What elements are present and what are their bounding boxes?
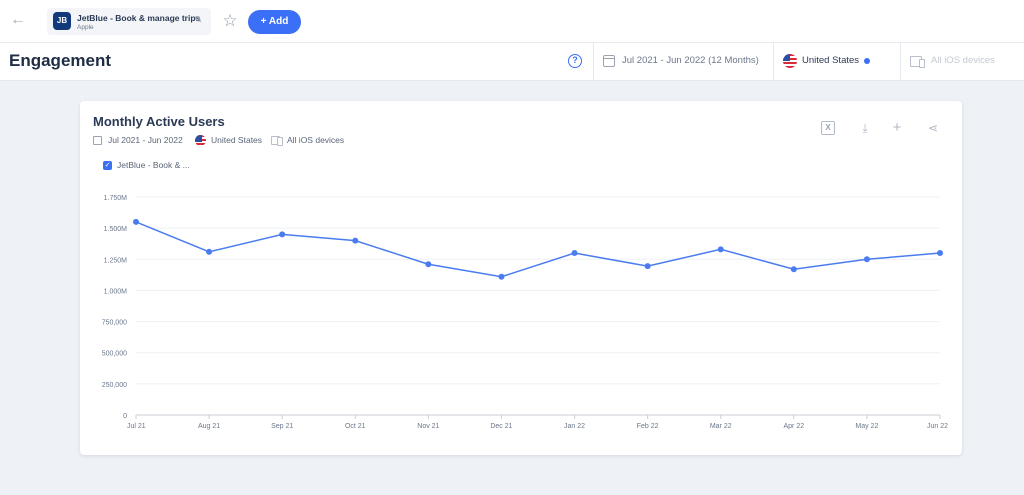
y-tick-label: 1.250M: [104, 257, 128, 264]
data-point: [571, 250, 578, 257]
devices-icon: [271, 136, 283, 146]
y-tick-label: 750,000: [102, 320, 127, 327]
data-point: [863, 256, 870, 263]
data-point: [644, 263, 651, 270]
data-point: [133, 218, 139, 225]
add-icon[interactable]: +: [892, 119, 902, 136]
back-arrow-icon[interactable]: ←: [10, 11, 26, 28]
data-point: [498, 273, 505, 280]
page-header: Engagement ? Jul 2021 - Jun 2022 (12 Mon…: [0, 43, 1024, 106]
app-selector-chip[interactable]: JB JetBlue - Book & manage trips Apple ✎: [47, 8, 211, 35]
y-tick-label: 0: [123, 413, 127, 420]
data-point: [937, 250, 943, 257]
meta-devices: All iOS devices: [287, 135, 345, 145]
add-button[interactable]: + Add: [248, 10, 301, 34]
top-bar: ← JB JetBlue - Book & manage trips Apple…: [0, 0, 1024, 43]
add-button-label: Add: [268, 16, 289, 27]
y-tick-label: 1.750M: [104, 195, 128, 202]
x-tick-label: May 22: [855, 423, 878, 430]
data-point: [279, 231, 286, 238]
mau-line-chart: 0 250,000 500,000 750,000 1.000M 1.250M 1.500M…: [102, 195, 948, 430]
page-title: Engagement: [9, 51, 112, 70]
help-icon[interactable]: ?: [568, 54, 582, 68]
x-tick-label: Aug 21: [198, 423, 220, 430]
x-tick-label: Jun 22: [927, 423, 948, 430]
data-point: [206, 248, 213, 255]
jetblue-app-icon: JB: [53, 12, 71, 30]
favorite-star-icon[interactable]: ☆: [222, 11, 238, 30]
legend-checkbox[interactable]: ✓: [103, 161, 112, 170]
x-tick-label: Jan 22: [564, 423, 585, 430]
x-tick-label: Jul 21: [127, 423, 146, 430]
download-icon[interactable]: ⤓: [862, 121, 868, 135]
edit-pencil-icon[interactable]: ✎: [194, 15, 203, 26]
y-tick-label: 500,000: [102, 351, 127, 358]
divider: [900, 43, 901, 80]
country-label: United States: [802, 55, 860, 66]
divider: [773, 43, 774, 80]
x-tick-label: Oct 21: [345, 423, 366, 430]
y-tick-label: 250,000: [102, 382, 127, 389]
app-name: JetBlue - Book & manage trips: [77, 13, 201, 23]
divider: [593, 43, 594, 80]
y-tick-label: 1.500M: [104, 226, 128, 233]
data-point: [790, 266, 797, 273]
data-point: [717, 246, 724, 253]
app-store-label: Apple: [77, 24, 94, 31]
y-tick-label: 1.000M: [104, 288, 128, 295]
series-color-dot: [864, 58, 870, 64]
x-tick-label: Dec 21: [490, 423, 512, 430]
monthly-active-users-card: Monthly Active Users Jul 2021 - Jun 2022…: [80, 101, 962, 455]
devices-icon: [910, 56, 925, 68]
legend-label: JetBlue - Book & ...: [117, 160, 190, 170]
card-title: Monthly Active Users: [93, 114, 225, 129]
date-range-label: Jul 2021 - Jun 2022 (12 Months): [622, 55, 759, 66]
x-tick-label: Apr 22: [784, 423, 805, 430]
x-tick-label: Feb 22: [637, 423, 659, 430]
data-point: [352, 237, 359, 244]
excel-icon[interactable]: X: [821, 121, 835, 135]
plus-icon: +: [260, 16, 267, 27]
calendar-icon: [93, 136, 102, 145]
us-flag-icon: [195, 135, 206, 146]
meta-date-range: Jul 2021 - Jun 2022: [108, 135, 183, 145]
x-tick-label: Sep 21: [271, 423, 293, 430]
series-line: [135, 221, 941, 278]
x-tick-label: Nov 21: [417, 423, 439, 430]
data-point: [425, 261, 432, 268]
calendar-icon: [603, 55, 615, 67]
share-icon[interactable]: ⋖: [927, 121, 939, 135]
devices-label: All iOS devices: [931, 55, 995, 66]
x-tick-label: Mar 22: [710, 423, 732, 430]
us-flag-icon: [783, 54, 797, 68]
meta-country: United States: [211, 135, 263, 145]
